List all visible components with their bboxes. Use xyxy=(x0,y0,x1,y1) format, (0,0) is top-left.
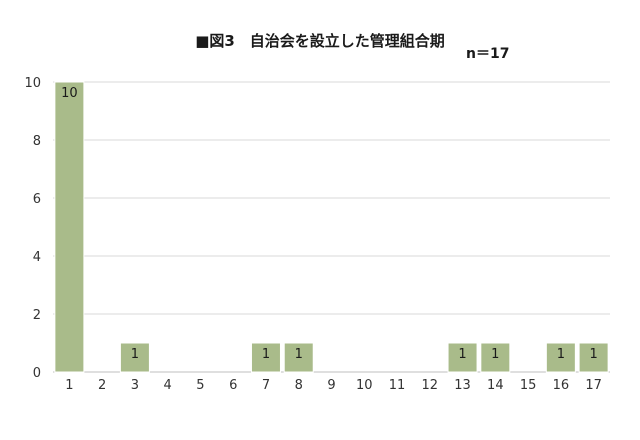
data-label: 1 xyxy=(458,347,466,362)
bar xyxy=(283,342,314,373)
data-label: 1 xyxy=(131,347,139,362)
y-tick-label: 8 xyxy=(33,134,41,149)
data-label: 1 xyxy=(589,347,597,362)
data-label: 1 xyxy=(557,347,565,362)
chart-title: ■図3 自治会を設立した管理組合期 xyxy=(195,32,445,50)
y-tick-label: 6 xyxy=(33,192,41,207)
y-tick-label: 10 xyxy=(24,76,41,91)
x-tick-label: 5 xyxy=(196,378,204,393)
x-tick-label: 15 xyxy=(520,378,537,393)
x-tick-label: 2 xyxy=(98,378,106,393)
bar xyxy=(545,342,576,373)
x-tick-label: 17 xyxy=(585,378,602,393)
x-tick-label: 9 xyxy=(327,378,335,393)
bar xyxy=(578,342,609,373)
y-tick-label: 4 xyxy=(33,250,41,265)
x-tick-label: 4 xyxy=(164,378,172,393)
bar xyxy=(447,342,478,373)
x-tick-label: 6 xyxy=(229,378,237,393)
data-label: 1 xyxy=(262,347,270,362)
x-tick-label: 14 xyxy=(487,378,504,393)
bar xyxy=(480,342,511,373)
x-tick-label: 16 xyxy=(553,378,570,393)
bar xyxy=(250,342,281,373)
y-tick-label: 2 xyxy=(33,308,41,323)
bar xyxy=(119,342,150,373)
data-label: 1 xyxy=(491,347,499,362)
sample-size-annotation: n＝17 xyxy=(466,46,510,62)
x-tick-label: 7 xyxy=(262,378,270,393)
x-tick-label: 8 xyxy=(295,378,303,393)
x-tick-label: 10 xyxy=(356,378,373,393)
x-tick-label: 1 xyxy=(65,378,73,393)
x-tick-label: 12 xyxy=(422,378,439,393)
data-label: 1 xyxy=(295,347,303,362)
bar xyxy=(54,81,85,373)
x-tick-label: 3 xyxy=(131,378,139,393)
x-tick-label: 11 xyxy=(389,378,406,393)
x-tick-label: 13 xyxy=(454,378,471,393)
data-label: 10 xyxy=(61,86,78,101)
y-tick-label: 0 xyxy=(33,366,41,381)
